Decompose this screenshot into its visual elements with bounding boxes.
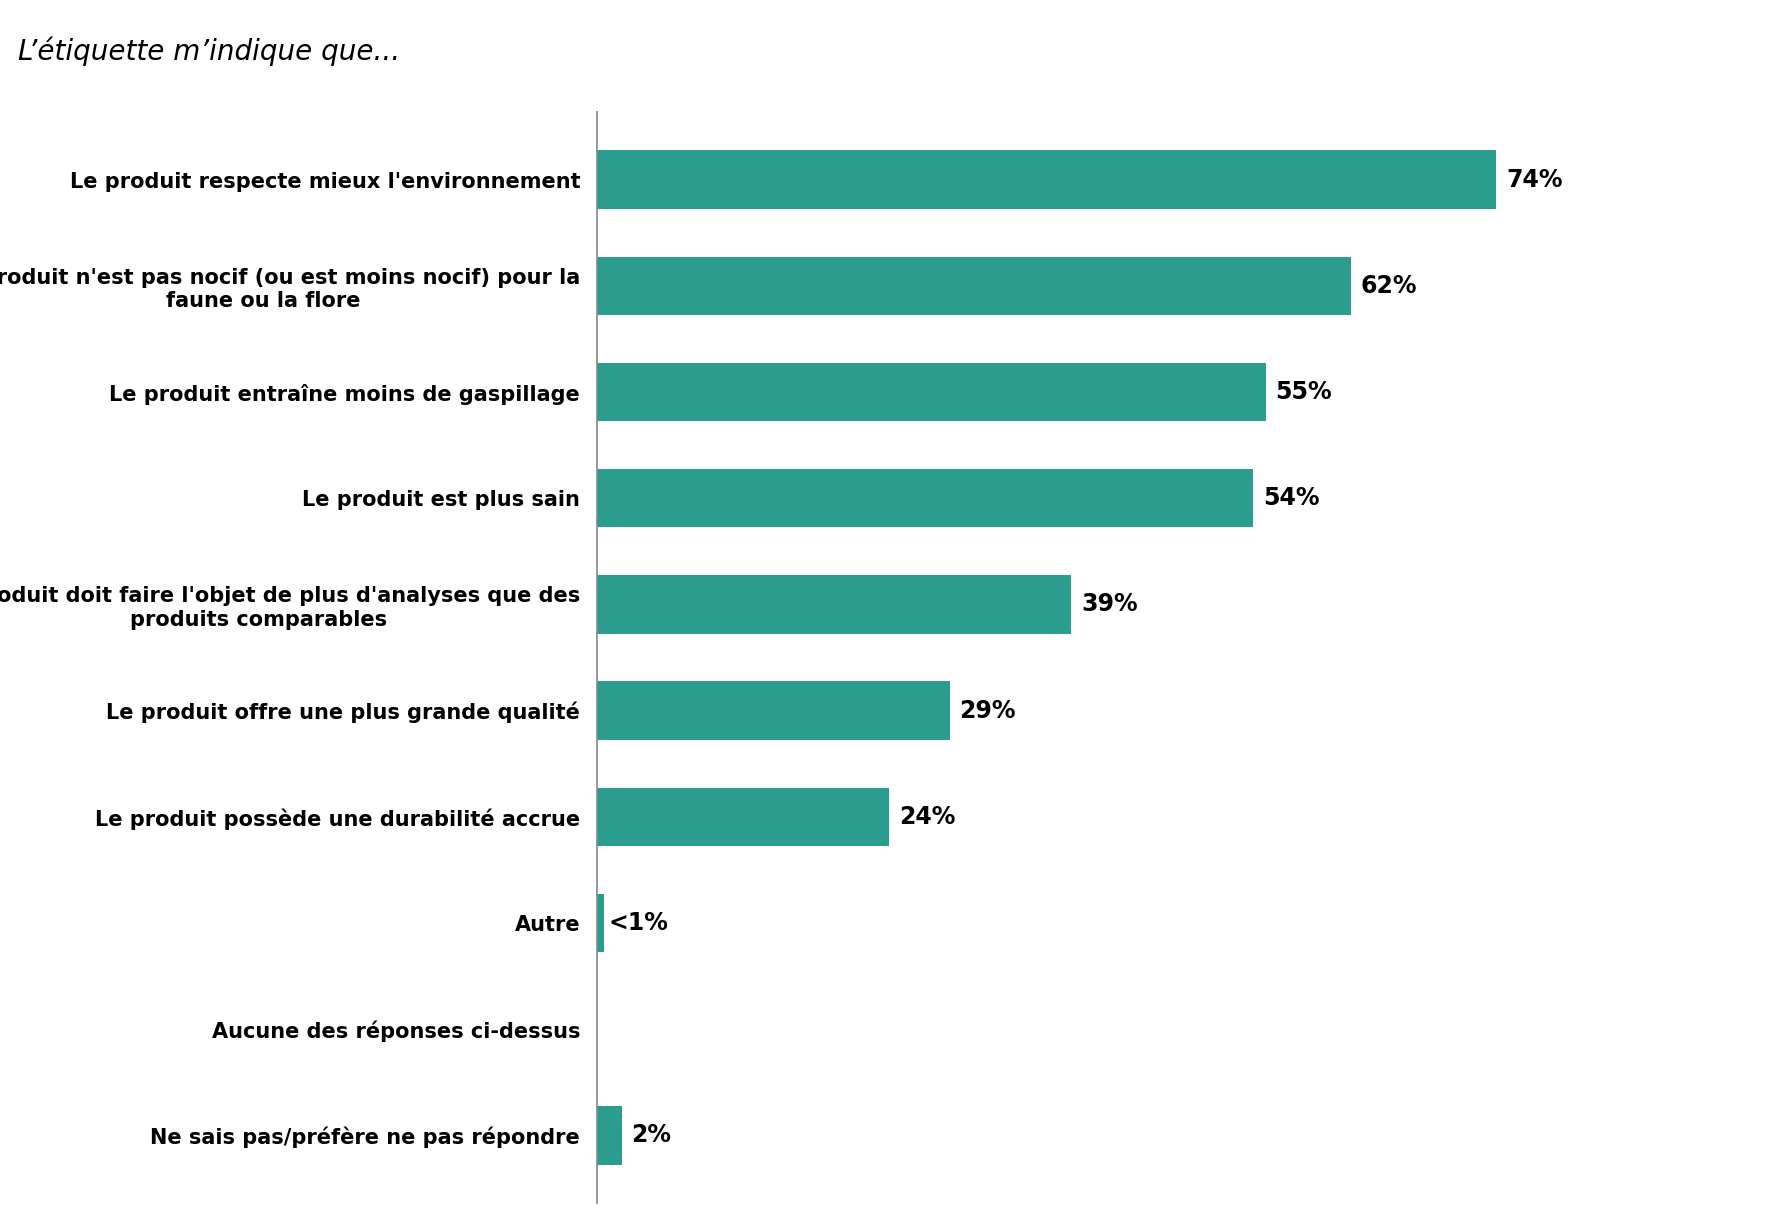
Text: 2%: 2% (631, 1123, 672, 1148)
Text: <1%: <1% (607, 911, 668, 935)
Text: 29%: 29% (959, 698, 1016, 723)
Bar (597, 681, 950, 740)
Bar (597, 893, 604, 952)
Text: 74%: 74% (1507, 167, 1563, 192)
Text: 24%: 24% (900, 805, 955, 828)
Bar (597, 788, 889, 846)
Bar (597, 257, 1351, 315)
Bar (597, 363, 1265, 422)
Bar (597, 1106, 622, 1165)
Bar (597, 469, 1253, 527)
Text: 62%: 62% (1360, 274, 1417, 297)
Bar (597, 575, 1072, 634)
Text: 54%: 54% (1263, 487, 1319, 510)
Text: L’étiquette m’indique que...: L’étiquette m’indique que... (18, 37, 400, 66)
Text: 55%: 55% (1276, 380, 1331, 404)
Text: 39%: 39% (1081, 592, 1138, 617)
Bar (597, 150, 1496, 209)
